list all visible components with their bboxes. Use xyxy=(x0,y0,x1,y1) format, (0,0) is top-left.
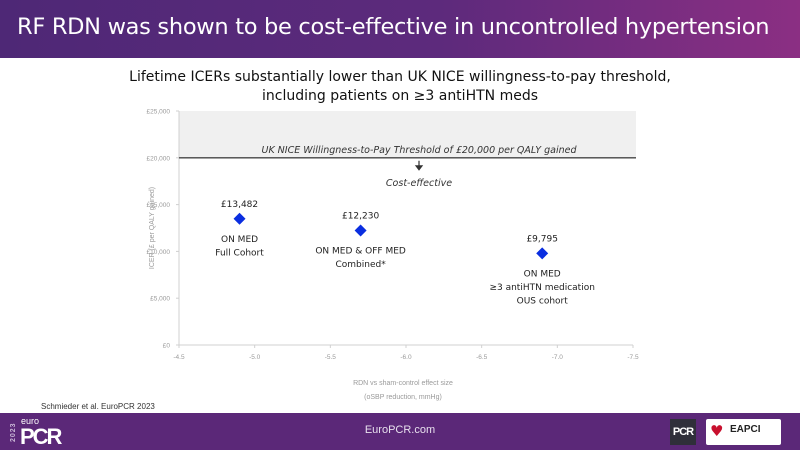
data-point-label: Combined* xyxy=(335,260,386,270)
threshold-label: UK NICE Willingness-to-Pay Threshold of … xyxy=(261,145,577,156)
y-tick-label: £20,000 xyxy=(147,155,171,162)
chart-subtitle: Lifetime ICERs substantially lower than … xyxy=(0,68,800,106)
data-point-value: £12,230 xyxy=(342,212,379,222)
x-tick-label: -6.0 xyxy=(400,354,412,361)
x-axis-label-units: (oSBP reduction, mmHg) xyxy=(364,394,442,401)
x-tick-label: -7.0 xyxy=(552,354,564,361)
data-point-value: £13,482 xyxy=(221,200,258,210)
subtitle-line-2: including patients on ≥3 antiHTN meds xyxy=(261,88,538,104)
footer-url: EuroPCR.com xyxy=(364,424,436,436)
data-point-marker xyxy=(354,224,367,237)
data-point-value: £9,795 xyxy=(526,234,558,244)
data-point-label: Full Cohort xyxy=(215,248,264,258)
slide-title: RF RDN was shown to be cost-effective in… xyxy=(17,14,770,40)
x-tick-label: -5.5 xyxy=(325,354,337,361)
y-axis-label: ICER (£ per QALY gained) xyxy=(149,187,156,269)
cost-effective-label: Cost-effective xyxy=(386,178,452,189)
citation: Schmieder et al. EuroPCR 2023 xyxy=(41,402,155,411)
x-axis-label: RDN vs sham-control effect size xyxy=(353,380,453,387)
eapci-logo: ♥ EAPCI xyxy=(706,419,781,445)
subtitle-line-1: Lifetime ICERs substantially lower than … xyxy=(129,69,671,85)
x-tick-label: -7.5 xyxy=(627,354,639,361)
y-tick-label: £0 xyxy=(163,343,171,350)
y-tick-label: £15,000 xyxy=(147,202,171,209)
logo-pcr: PCR xyxy=(20,424,62,449)
pcr-logo: PCR xyxy=(670,419,696,445)
slide-header: RF RDN was shown to be cost-effective in… xyxy=(0,0,800,58)
data-point-marker xyxy=(233,212,246,225)
data-point-label: ON MED xyxy=(524,269,561,279)
data-point-marker xyxy=(536,247,549,260)
x-tick-label: -5.0 xyxy=(249,354,261,361)
data-point-label: ON MED xyxy=(221,235,258,245)
data-point-label: ≥3 antiHTN medication xyxy=(489,283,594,293)
heart-icon: ♥ xyxy=(710,422,724,440)
data-point-label: OUS cohort xyxy=(517,296,569,306)
logo-euro: euro xyxy=(21,416,40,426)
x-tick-label: -4.5 xyxy=(173,354,185,361)
slide-footer: 2023 euro PCR EuroPCR.com PCR ♥ EAPCI xyxy=(0,413,800,450)
data-point-label: ON MED & OFF MED xyxy=(315,247,406,257)
y-tick-label: £10,000 xyxy=(147,249,171,256)
not-cost-effective-band xyxy=(179,111,636,158)
eapci-text: EAPCI xyxy=(730,424,761,435)
y-tick-label: £25,000 xyxy=(147,109,171,116)
x-tick-label: -6.5 xyxy=(476,354,488,361)
down-arrow-icon xyxy=(414,160,424,171)
y-tick-label: £5,000 xyxy=(150,296,170,303)
